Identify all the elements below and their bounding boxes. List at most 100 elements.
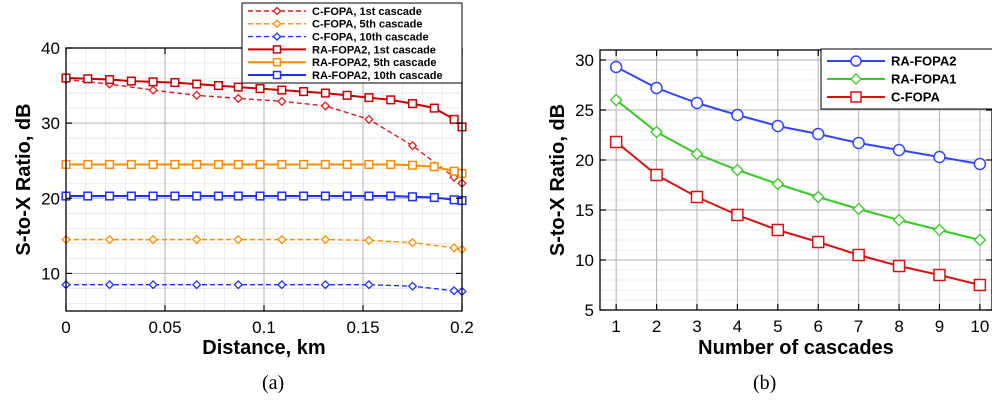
legend-label: RA-FOPA2 xyxy=(891,54,956,69)
data-point xyxy=(148,77,158,87)
x-tick-label: 0 xyxy=(61,318,70,337)
data-point xyxy=(299,87,309,97)
chart-b: 1 2 3 4 5 6 7 8 9 10 5 10 15 20 25 30 Number of cascades… xyxy=(547,48,992,359)
legend-label: C-FOPA, 10th cascade xyxy=(312,31,429,43)
data-point xyxy=(731,108,744,122)
data-point xyxy=(407,281,418,291)
data-point xyxy=(609,135,623,149)
data-point xyxy=(320,88,330,98)
data-point xyxy=(407,237,418,248)
data-point xyxy=(320,279,331,290)
x-tick-label: 10 xyxy=(970,317,989,336)
data-point xyxy=(609,93,623,107)
data-point xyxy=(852,202,866,216)
data-point xyxy=(933,223,946,237)
legend-label: RA-FOPA1 xyxy=(891,72,956,87)
legend-marker xyxy=(272,32,282,42)
data-point xyxy=(730,163,744,177)
legend-marker xyxy=(272,45,282,54)
data-point xyxy=(213,191,224,201)
legend-entry: C-FOPA, 10th cascade xyxy=(248,31,429,43)
x-tick-label: 9 xyxy=(935,317,944,336)
data-point xyxy=(233,234,243,245)
data-point xyxy=(148,234,158,245)
legend-entry: C-FOPA xyxy=(827,90,940,105)
y-tick-label: 5 xyxy=(585,301,594,320)
x-tick-label: 3 xyxy=(692,317,701,336)
x-tick-label: 7 xyxy=(854,317,863,336)
legend-entry: RA-FOPA2, 10th cascade xyxy=(248,70,443,82)
data-point xyxy=(105,75,115,85)
data-point xyxy=(148,191,158,201)
caption-b: (b) xyxy=(753,372,777,394)
series-group xyxy=(61,73,467,297)
data-point xyxy=(690,190,704,204)
series-ra-fopa2-line xyxy=(615,66,981,165)
x-tick-label: 6 xyxy=(813,317,822,336)
data-point xyxy=(364,114,374,125)
legend: RA-FOPA2 RA-FOPA1 C-FOPA xyxy=(820,48,992,110)
data-point xyxy=(449,243,459,253)
data-point xyxy=(771,177,785,191)
x-tick-label: 0.1 xyxy=(252,318,276,337)
data-point xyxy=(364,93,374,103)
legend-entry: C-FOPA, 5th cascade xyxy=(248,19,422,31)
data-point xyxy=(105,191,115,201)
legend-label: C-FOPA, 1st cascade xyxy=(312,6,422,18)
data-point xyxy=(892,259,906,273)
legend-marker xyxy=(850,91,862,103)
data-point xyxy=(650,81,663,95)
data-point xyxy=(386,95,396,105)
data-point xyxy=(83,191,93,201)
y-tick-label: 25 xyxy=(575,101,594,120)
series-group xyxy=(609,60,987,292)
data-point xyxy=(320,101,331,111)
data-point xyxy=(255,84,265,94)
data-point xyxy=(148,159,158,170)
data-point xyxy=(255,159,265,170)
data-point xyxy=(933,150,946,164)
caption-a: (a) xyxy=(262,372,285,394)
data-point xyxy=(191,90,202,101)
data-point xyxy=(277,191,287,201)
data-point xyxy=(449,195,459,205)
data-point xyxy=(407,140,418,151)
data-point xyxy=(449,285,459,296)
data-point xyxy=(233,82,243,92)
legend-marker xyxy=(272,57,282,67)
data-point xyxy=(386,159,396,170)
data-point xyxy=(233,279,243,290)
series-c-fopa-5th-cascade-line xyxy=(66,238,463,251)
data-point xyxy=(277,159,287,170)
data-point xyxy=(364,279,374,290)
data-point xyxy=(299,191,309,201)
y-axis-label: S-to-X Ratio, dB xyxy=(547,104,569,256)
data-point xyxy=(973,278,987,292)
x-tick-label: 0.15 xyxy=(346,318,379,337)
data-point xyxy=(429,162,439,172)
data-point xyxy=(364,235,374,246)
legend-label: RA-FOPA2, 5th cascade xyxy=(312,57,437,69)
x-tick-label: 0.05 xyxy=(148,318,181,337)
x-axis-label: Number of cascades xyxy=(698,337,894,359)
data-point xyxy=(170,191,180,201)
y-tick-label: 20 xyxy=(41,189,60,208)
y-tick-label: 40 xyxy=(41,39,60,58)
data-point xyxy=(213,81,224,91)
data-point xyxy=(973,233,987,247)
data-point xyxy=(126,191,136,201)
series-c-fopa-5th-cascade xyxy=(61,234,467,255)
data-point xyxy=(449,114,459,124)
legend-marker xyxy=(272,6,282,16)
data-point xyxy=(811,127,825,141)
data-point xyxy=(170,78,180,88)
axis-ticks: 0 0.05 0.1 0.15 0.2 10 20 30 40 xyxy=(41,39,474,337)
series-c-fopa-line xyxy=(615,141,981,286)
data-point xyxy=(277,96,287,107)
series-c-fopa-10th-cascade-line xyxy=(66,284,463,293)
data-point xyxy=(192,79,202,89)
data-point xyxy=(892,143,906,157)
legend-marker xyxy=(850,55,862,67)
data-point xyxy=(233,93,243,104)
legend-marker xyxy=(272,70,282,80)
